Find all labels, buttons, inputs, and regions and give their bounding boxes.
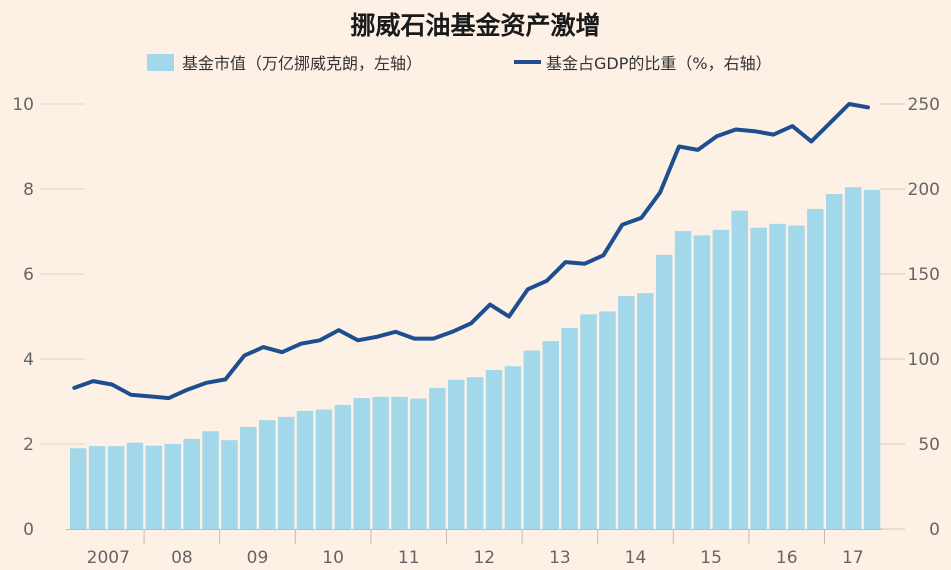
bar-fund-value: [504, 366, 522, 529]
left-axis-tick-label: 4: [23, 350, 34, 370]
left-axis-tick-label: 0: [23, 520, 34, 540]
legend-label-fund-value: 基金市值（万亿挪威克朗，左轴）: [182, 54, 423, 73]
bar-fund-value: [712, 229, 730, 530]
bar-fund-value: [637, 293, 654, 529]
bar-fund-value: [542, 341, 559, 529]
x-axis-tick-label: 13: [549, 548, 571, 568]
legend-bar-swatch: [147, 53, 174, 71]
bar-fund-value: [674, 231, 692, 529]
bar-fund-value: [259, 420, 276, 529]
bar-fund-value: [599, 311, 616, 529]
bar-fund-value: [145, 445, 163, 529]
bar-fund-value: [296, 410, 314, 529]
bar-fund-value: [315, 409, 333, 529]
x-axis-tick-label: 15: [700, 548, 722, 568]
bar-fund-value: [240, 427, 257, 529]
x-axis-tick-label: 11: [398, 548, 420, 568]
bar-fund-value: [221, 440, 238, 529]
bar-fund-value: [70, 448, 87, 529]
x-axis-tick-label: 12: [473, 548, 495, 568]
bar-fund-value: [353, 398, 370, 529]
right-axis-tick-label: 200: [908, 180, 940, 200]
bar-fund-value: [863, 189, 881, 529]
x-axis-tick-label: 17: [842, 548, 864, 568]
bar-fund-value: [731, 210, 748, 530]
x-axis-tick-label: 16: [776, 548, 798, 568]
legend-label-gdp-share: 基金占GDP的比重（%，右轴）: [546, 54, 772, 73]
bar-fund-value: [618, 296, 635, 529]
x-axis-tick-label: 08: [171, 548, 193, 568]
bar-fund-value: [750, 227, 767, 530]
bar-fund-value: [107, 446, 125, 529]
left-axis-tick-label: 8: [23, 180, 34, 200]
bar-fund-value: [466, 377, 484, 529]
bar-fund-value: [561, 327, 578, 529]
right-axis-tick-label: 0: [929, 520, 940, 540]
right-axis-tick-label: 50: [918, 435, 940, 455]
bar-fund-value: [523, 350, 541, 529]
right-axis-tick-label: 250: [908, 95, 940, 115]
bar-fund-value: [580, 314, 597, 529]
bar-fund-value: [164, 444, 181, 529]
x-axis-tick-label: 09: [247, 548, 269, 568]
bar-fund-value: [769, 223, 786, 529]
bar-fund-value: [807, 208, 824, 529]
bar-fund-value: [788, 225, 805, 530]
bar-fund-value: [429, 387, 446, 529]
bar-fund-value: [485, 370, 503, 529]
legend-item-fund-value: 基金市值（万亿挪威克朗，左轴）: [147, 50, 422, 74]
bar-fund-value: [448, 379, 465, 529]
bar-fund-value: [372, 396, 389, 529]
bar-fund-value: [126, 442, 144, 529]
bar-fund-value: [410, 398, 427, 529]
left-axis-tick-label: 6: [23, 265, 34, 285]
right-axis-tick-label: 100: [908, 350, 940, 370]
left-axis-tick-label: 10: [12, 95, 34, 115]
bar-fund-value: [334, 404, 352, 529]
bar-fund-value: [391, 396, 408, 529]
bar-fund-value: [88, 446, 106, 529]
bar-fund-value: [844, 187, 862, 530]
legend-item-gdp-share: 基金占GDP的比重（%，右轴）: [514, 50, 772, 74]
bar-fund-value: [826, 194, 843, 529]
right-axis-tick-label: 150: [908, 265, 940, 285]
x-axis-tick-label: 14: [625, 548, 647, 568]
chart-title: 挪威石油基金资产激增: [350, 11, 601, 40]
x-axis-tick-label: 2007: [87, 548, 130, 568]
x-axis-tick-label: 10: [322, 548, 344, 568]
bar-fund-value: [655, 254, 673, 529]
bar-fund-value: [693, 235, 711, 529]
line-gdp-share: [72, 102, 870, 401]
bar-fund-value: [277, 416, 295, 529]
bar-fund-value: [183, 438, 200, 529]
legend-line-swatch: [514, 60, 541, 64]
left-axis-tick-label: 2: [23, 435, 34, 455]
bar-fund-value: [202, 431, 219, 529]
